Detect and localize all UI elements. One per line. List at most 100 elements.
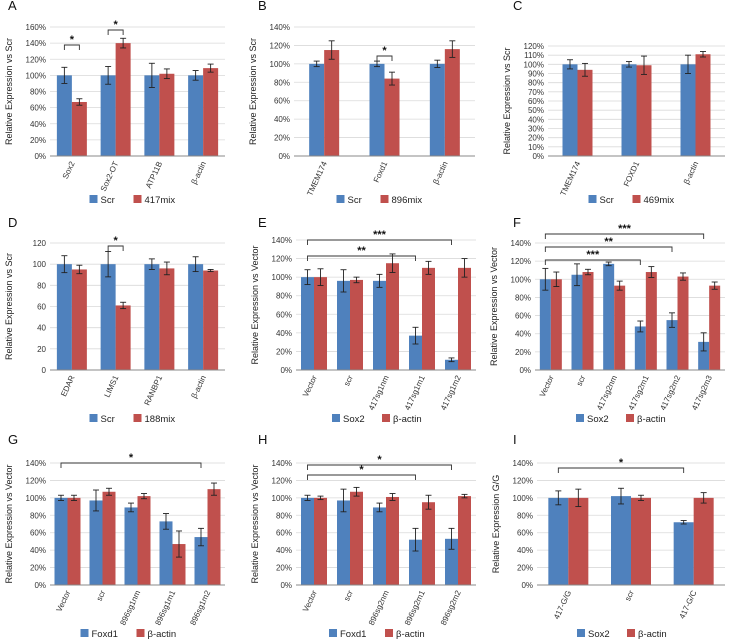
- significance-bracket: [107, 29, 124, 35]
- y-tick-label: 20%: [274, 134, 290, 143]
- y-tick-label: 100%: [26, 71, 46, 80]
- y-tick-label: 120: [33, 239, 47, 248]
- bar-Scr: [100, 75, 116, 156]
- panel-letter: A: [8, 0, 17, 13]
- bar-Scr: [188, 75, 204, 156]
- y-tick-label: 100%: [511, 275, 531, 284]
- legend-label: β-actin: [393, 414, 422, 425]
- y-tick-label: 140%: [26, 459, 46, 468]
- y-tick-label: 60%: [517, 529, 533, 538]
- legend-label: β-actin: [638, 629, 667, 640]
- panel-H: H 0% 20% 40% 60% 80% 100% 120% 140% Relative Expr…: [250, 432, 476, 640]
- y-tick-label: 60: [37, 303, 46, 312]
- x-tick-label: Sox2-OT: [99, 160, 121, 193]
- significance-label: **: [357, 245, 366, 257]
- y-tick-label: 20%: [517, 564, 533, 573]
- y-tick-label: 80%: [274, 78, 290, 87]
- bar-β-actin: [350, 279, 363, 370]
- bar-Scr: [144, 264, 160, 370]
- bar-Foxd1: [194, 537, 208, 585]
- significance-label: *: [359, 464, 364, 476]
- bar-Scr: [188, 264, 204, 370]
- bar-469mix: [577, 69, 593, 156]
- y-tick-label: 30%: [528, 125, 544, 134]
- x-tick-label: 417sg1nm: [367, 374, 391, 412]
- y-tick-label: 60%: [515, 312, 531, 321]
- bar-Scr: [680, 64, 696, 156]
- bar-Foxd1: [124, 507, 138, 585]
- bar-417mix: [159, 73, 175, 156]
- bar-Foxd1: [301, 497, 314, 585]
- bar-β-actin: [458, 267, 471, 370]
- y-tick-label: 0%: [519, 366, 531, 375]
- bar-β-actin: [614, 285, 626, 370]
- y-tick-label: 160%: [26, 23, 46, 32]
- y-tick-label: 80%: [517, 511, 533, 520]
- legend-label: β-actin: [396, 629, 425, 640]
- bar-Sox2: [548, 497, 569, 585]
- legend: Foxd1 β-actin: [80, 629, 176, 640]
- y-tick-label: 80%: [276, 511, 292, 520]
- legend: Sox2 β-actin: [577, 629, 667, 640]
- legend-swatch: [632, 195, 641, 203]
- legend-label: β-actin: [637, 414, 666, 425]
- x-tick-label: 896sg1m1: [153, 589, 177, 627]
- bar-β-actin: [582, 272, 594, 370]
- legend: Scr 417mix: [89, 195, 175, 206]
- legend-swatch: [332, 414, 340, 422]
- x-tick-label: LIMS1: [103, 374, 121, 399]
- legend-label: Scr: [348, 195, 362, 206]
- y-tick-label: 40%: [276, 546, 292, 555]
- bar-Sox2: [571, 274, 583, 370]
- x-tick-label: 896sg1m2: [188, 589, 212, 627]
- y-axis-label: Relative Expression vs Scr: [4, 38, 14, 145]
- legend: Scr 896mix: [336, 195, 422, 206]
- panel-letter: H: [258, 432, 267, 447]
- y-axis-label: Relative Expression vs Vector: [4, 464, 14, 583]
- x-tick-label: 896sg1nm: [118, 589, 142, 627]
- y-tick-label: 120%: [513, 476, 533, 485]
- x-tick-label: β-actin: [682, 160, 700, 186]
- panel-E: E 0% 20% 40% 60% 80% 100% 120% 140% Relative Expr…: [250, 215, 476, 425]
- y-tick-label: 0%: [34, 581, 46, 590]
- bar-Foxd1: [159, 521, 173, 585]
- y-tick-label: 100%: [272, 273, 292, 282]
- x-tick-label: 417sg1m1: [403, 374, 427, 412]
- panel-I: I 0% 20% 40% 60% 80% 100% 120% 140% Relative Expr…: [491, 432, 725, 640]
- y-tick-label: 60%: [276, 529, 292, 538]
- x-tick-label: 417sg2m2: [658, 374, 682, 412]
- bar-Sox2: [409, 335, 422, 370]
- y-tick-label: 140%: [511, 239, 531, 248]
- y-axis-label: Relative Expression vs Vector: [250, 245, 260, 364]
- y-axis-label: Relative Expression vs Scr: [502, 47, 512, 154]
- bar-417mix: [115, 43, 131, 156]
- x-tick-label: TMEM174: [559, 160, 583, 198]
- legend-swatch: [329, 629, 337, 637]
- y-tick-label: 100%: [270, 60, 290, 69]
- x-tick-label: scr: [95, 589, 108, 603]
- x-tick-label: EDAR: [59, 374, 77, 398]
- y-tick-label: 40%: [276, 329, 292, 338]
- significance-bracket: [307, 474, 416, 480]
- y-tick-label: 120%: [272, 476, 292, 485]
- panel-G: G 0% 20% 40% 60% 80% 100% 120% 140% Relative Expr…: [4, 432, 225, 640]
- x-tick-label: FOXD1: [622, 160, 642, 188]
- bar-β-actin: [172, 544, 186, 585]
- bar-469mix: [695, 54, 711, 156]
- y-axis-label: Relative Expression G/G: [491, 475, 501, 574]
- bar-β-actin: [550, 279, 562, 370]
- x-tick-label: 896sg2m2: [439, 589, 463, 627]
- legend-swatch: [626, 414, 634, 422]
- y-tick-label: 0%: [521, 581, 533, 590]
- bar-Scr: [100, 264, 116, 370]
- legend-swatch: [336, 195, 345, 203]
- y-tick-label: 20%: [515, 348, 531, 357]
- significance-bracket: [307, 255, 416, 261]
- legend-swatch: [627, 629, 635, 637]
- y-tick-label: 0%: [280, 581, 292, 590]
- y-axis-label: Relative Expression vs Vector: [489, 247, 499, 366]
- x-tick-label: TMEM174: [305, 160, 329, 198]
- x-tick-label: β-actin: [190, 160, 208, 186]
- x-tick-label: 417sg2nm: [595, 374, 619, 412]
